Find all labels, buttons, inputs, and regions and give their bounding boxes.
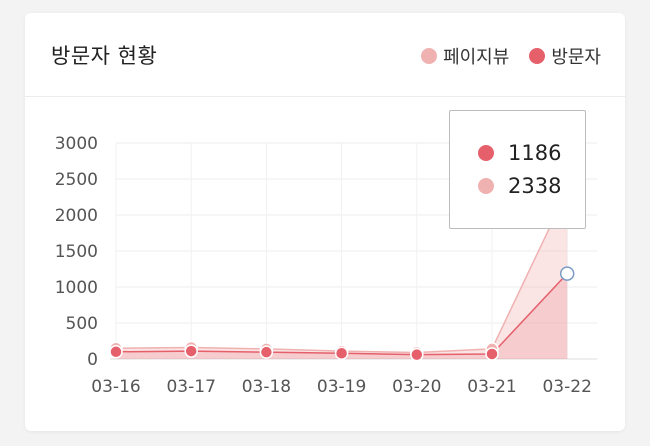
y-tick-label: 1000	[55, 278, 98, 298]
visitor-point	[184, 344, 198, 358]
card-title: 방문자 현황	[51, 44, 158, 68]
legend-label-visitors: 방문자	[551, 47, 601, 68]
x-tick-label: 03-21	[467, 377, 516, 397]
legend-dot-visitors	[529, 48, 546, 64]
y-tick-label: 500	[66, 314, 98, 334]
x-tick-label: 03-22	[542, 377, 591, 397]
visitor-point	[259, 345, 274, 359]
tooltip-value-visitors: 1186	[508, 141, 562, 165]
chart-legend: 페이지뷰 방문자	[401, 43, 601, 69]
tooltip-value-pageviews: 2338	[508, 174, 562, 198]
line-chart[interactable]: 0 500 1000 1500 2000 2500 3000 03-16 03-17 03-18…	[25, 13, 625, 431]
visitor-point	[334, 346, 349, 360]
legend-item-pageviews[interactable]: 페이지뷰	[421, 43, 509, 69]
x-tick-label: 03-19	[317, 377, 366, 397]
series-area-0	[116, 190, 568, 359]
highlighted-point	[559, 266, 575, 281]
tooltip-row-pageviews: 2338	[478, 174, 561, 198]
tooltip-dot-pageviews	[478, 178, 494, 194]
visitor-point	[485, 347, 499, 361]
legend-item-visitors[interactable]: 방문자	[529, 43, 601, 69]
x-tick-label: 03-16	[91, 377, 140, 397]
y-tick-label: 2000	[55, 206, 98, 226]
legend-label-pageviews: 페이지뷰	[443, 47, 510, 68]
chart-tooltip: 1186 2338	[449, 110, 586, 229]
y-tick-label: 1500	[55, 242, 98, 262]
y-tick-label: 0	[87, 350, 98, 370]
y-tick-label: 3000	[55, 134, 98, 154]
tooltip-dot-visitors	[478, 145, 494, 161]
visitor-stats-card: 방문자 현황 페이지뷰 방문자 0 500 1000 1500 2000 2500 3000…	[25, 13, 625, 431]
x-tick-label: 03-17	[166, 377, 215, 397]
card-header: 방문자 현황 페이지뷰 방문자	[25, 13, 625, 97]
y-tick-label: 2500	[55, 170, 98, 190]
legend-dot-pageviews	[421, 48, 438, 64]
series-area-1	[116, 273, 568, 359]
x-tick-label: 03-20	[392, 377, 441, 397]
x-tick-label: 03-18	[242, 377, 291, 397]
visitor-point	[410, 347, 424, 362]
visitor-point	[109, 345, 123, 359]
tooltip-row-visitors: 1186	[478, 141, 561, 165]
